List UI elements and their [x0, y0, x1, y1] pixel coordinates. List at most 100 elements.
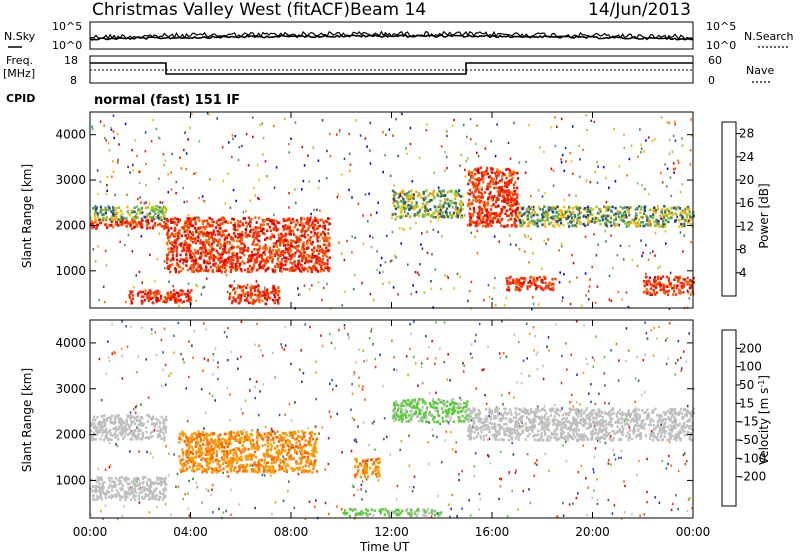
heatmap-cell	[508, 473, 510, 476]
heatmap-cell	[572, 211, 575, 214]
heatmap-cell	[594, 447, 597, 450]
heatmap-cell	[482, 201, 485, 204]
heatmap-cell	[596, 439, 599, 442]
heatmap-cell	[500, 178, 503, 181]
heatmap-cell	[232, 246, 235, 249]
heatmap-cell	[444, 197, 447, 201]
heatmap-cell	[131, 290, 134, 294]
heatmap-cell	[242, 217, 245, 220]
heatmap-cell	[145, 162, 147, 166]
heatmap-cell	[668, 454, 670, 458]
heatmap-cell	[211, 248, 214, 251]
heatmap-cell	[242, 211, 245, 214]
heatmap-cell	[105, 418, 108, 421]
heatmap-cell	[182, 497, 184, 501]
heatmap-cell	[150, 209, 153, 212]
heatmap-cell	[104, 249, 107, 253]
heatmap-cell	[254, 231, 257, 234]
heatmap-cell	[171, 263, 174, 266]
freq-panel	[89, 55, 694, 84]
heatmap-cell	[312, 250, 315, 253]
heatmap-cell	[200, 226, 203, 229]
heatmap-cell	[636, 355, 638, 359]
heatmap-cell	[691, 285, 694, 289]
heatmap-cell	[210, 233, 213, 237]
heatmap-cell	[567, 208, 570, 211]
heatmap-cell	[194, 222, 197, 226]
heatmap-cell	[227, 221, 230, 224]
heatmap-cell	[653, 326, 655, 330]
heatmap-cell	[180, 167, 183, 170]
heatmap-cell	[170, 250, 173, 253]
heatmap-cell	[450, 430, 452, 434]
heatmap-cell	[171, 250, 174, 254]
heatmap-cell	[286, 268, 289, 271]
heatmap-cell	[320, 218, 323, 222]
heatmap-cell	[290, 362, 292, 366]
heatmap-cell	[141, 435, 144, 438]
heatmap-cell	[140, 206, 144, 210]
heatmap-cell	[290, 221, 293, 225]
heatmap-cell	[479, 199, 483, 203]
heatmap-cell	[517, 287, 520, 290]
heatmap-cell	[486, 223, 490, 226]
heatmap-cell	[159, 137, 161, 140]
heatmap-cell	[312, 219, 315, 223]
heatmap-cell	[254, 343, 256, 346]
heatmap-cell	[614, 212, 617, 216]
heatmap-cell	[234, 265, 237, 268]
heatmap-cell	[221, 222, 224, 225]
heatmap-cell	[181, 267, 184, 270]
heatmap-cell	[562, 215, 566, 219]
heatmap-cell	[295, 201, 297, 205]
heatmap-cell	[254, 385, 256, 388]
heatmap-cell	[306, 254, 309, 257]
heatmap-cell	[92, 207, 95, 210]
heatmap-cell	[542, 210, 545, 214]
heatmap-cell	[106, 176, 109, 179]
heatmap-cell	[182, 455, 184, 458]
heatmap-cell	[286, 224, 290, 228]
heatmap-cell	[133, 220, 136, 224]
heatmap-cell	[90, 429, 93, 433]
heatmap-cell	[167, 474, 170, 477]
heatmap-cell	[619, 244, 622, 247]
heatmap-cell	[281, 264, 284, 267]
heatmap-cell	[236, 239, 239, 243]
heatmap-cell	[184, 221, 187, 225]
heatmap-cell	[393, 204, 396, 208]
heatmap-cell	[175, 252, 179, 255]
heatmap-cell	[233, 218, 236, 221]
heatmap-cell	[115, 428, 118, 431]
heatmap-cell	[139, 423, 142, 426]
heatmap-cell	[108, 218, 112, 221]
heatmap-cell	[633, 220, 636, 224]
heatmap-cell	[290, 242, 293, 245]
heatmap-cell	[446, 378, 448, 381]
heatmap-cell	[526, 287, 529, 290]
heatmap-cell	[289, 219, 292, 223]
heatmap-cell	[682, 222, 685, 226]
heatmap-cell	[473, 184, 476, 187]
heatmap-cell	[486, 187, 489, 191]
heatmap-cell	[391, 189, 394, 193]
heatmap-cell	[303, 254, 306, 258]
heatmap-cell	[648, 208, 651, 212]
heatmap-cell	[552, 286, 555, 289]
heatmap-cell	[474, 199, 478, 202]
heatmap-cell	[619, 218, 622, 221]
heatmap-cell	[571, 254, 573, 257]
heatmap-cell	[514, 282, 518, 286]
heatmap-cell	[97, 218, 100, 222]
heatmap-cell	[638, 459, 640, 463]
heatmap-cell	[293, 254, 296, 258]
heatmap-cell	[373, 462, 376, 466]
heatmap-cell	[393, 184, 396, 187]
heatmap-cell	[196, 267, 199, 271]
heatmap-cell	[372, 236, 374, 239]
heatmap-cell	[515, 215, 518, 219]
heatmap-cell	[205, 328, 207, 331]
heatmap-cell	[273, 235, 276, 239]
heatmap-cell	[513, 186, 516, 190]
heatmap-cell	[171, 217, 174, 221]
